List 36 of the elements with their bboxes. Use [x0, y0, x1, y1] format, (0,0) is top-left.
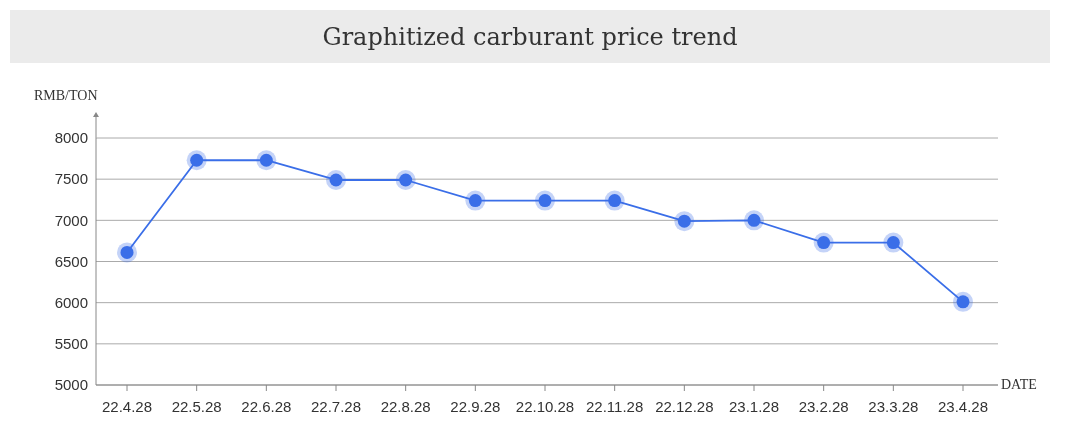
point: [465, 190, 486, 211]
point: [883, 232, 904, 253]
point: [186, 150, 207, 171]
point: [744, 210, 764, 231]
y-axis-title: RMB/TON: [34, 88, 98, 104]
x-tick-label: 22.5.28: [171, 397, 222, 415]
x-tick-label: 22.6.28: [241, 397, 292, 415]
point: [674, 211, 695, 232]
y-tick-label: 6000: [54, 293, 88, 311]
chart-title: Graphitized carburant price trend: [10, 10, 1050, 63]
point: [813, 232, 834, 253]
point: [326, 169, 346, 190]
x-tick-label: 22.8.28: [380, 397, 431, 415]
y-tick-label: 6500: [54, 252, 88, 270]
y-tick-label: 8000: [54, 129, 88, 147]
point: [953, 291, 973, 312]
x-tick-label: 22.7.28: [310, 397, 362, 415]
y-tick-label: 7000: [54, 211, 88, 229]
x-tick-label: 22.4.28: [101, 397, 153, 415]
point: [117, 242, 137, 263]
point: [395, 169, 416, 190]
y-tick-label: 7500: [54, 170, 88, 188]
x-tick-label: 22.10.28: [515, 397, 575, 415]
point: [604, 190, 625, 211]
x-tick-label: 23.1.28: [728, 397, 780, 415]
y-tick-label: 5000: [54, 376, 88, 394]
x-tick-label: 23.3.28: [868, 397, 919, 415]
x-tick-label: 22.11.28: [586, 397, 644, 415]
x-tick-label: 22.12.28: [655, 397, 714, 415]
x-tick-label: 23.4.28: [937, 397, 989, 415]
point: [256, 150, 277, 171]
y-tick-label: 5500: [54, 335, 88, 353]
x-tick-label: 22.9.28: [450, 397, 501, 415]
x-tick-label: 23.2.28: [798, 397, 849, 415]
point: [535, 190, 555, 211]
x-axis-title: DATE: [1001, 377, 1037, 393]
